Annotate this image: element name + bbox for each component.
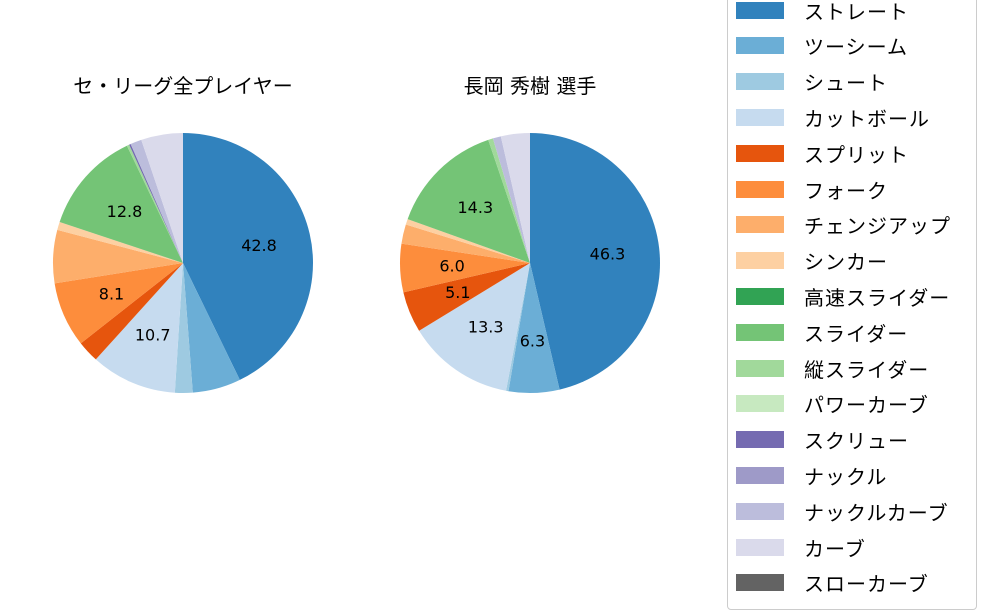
slice-value-label: 6.3 (520, 331, 545, 350)
legend-swatch (736, 108, 784, 126)
legend-item: カーブ (736, 535, 866, 561)
legend-label: スプリット (804, 142, 909, 167)
legend-item: チェンジアップ (736, 213, 951, 239)
pie-slice (53, 229, 183, 284)
pie-slice (492, 136, 530, 263)
legend-swatch (736, 502, 784, 520)
slice-value-label: 46.3 (590, 245, 626, 264)
slice-value-label: 12.8 (107, 202, 143, 221)
pie-slice (530, 133, 660, 390)
legend-swatch (736, 144, 784, 162)
slice-value-label: 13.3 (468, 318, 504, 337)
pie-slice (500, 133, 530, 263)
slice-value-label: 42.8 (241, 236, 277, 255)
slice-value-label: 5.1 (445, 283, 470, 302)
legend-label: カットボール (804, 106, 930, 131)
left-chart-title: セ・リーグ全プレイヤー (73, 74, 293, 98)
pie-slice (130, 139, 183, 263)
pie-slice (95, 263, 183, 393)
pie-slice (419, 263, 530, 391)
pie-slice (488, 138, 530, 263)
legend-label: シンカー (804, 250, 888, 275)
legend-swatch (736, 37, 784, 55)
pie-slice (405, 219, 530, 263)
pie-slice (80, 263, 183, 360)
legend-swatch (736, 359, 784, 377)
legend-item: 高速スライダー (736, 284, 951, 310)
pie-slice (174, 263, 193, 393)
legend-swatch (736, 216, 784, 234)
legend-label: ツーシーム (804, 35, 908, 60)
legend-swatch (736, 574, 784, 592)
pie-slice (401, 224, 530, 263)
pie-slice (54, 263, 183, 344)
legend-swatch (736, 395, 784, 413)
legend-item: カットボール (736, 105, 930, 131)
pie-slice (183, 133, 313, 380)
legend-item: ナックル (736, 463, 888, 489)
legend-label: チェンジアップ (804, 214, 951, 239)
legend-item: スクリュー (736, 428, 909, 454)
pie-slice (506, 263, 530, 392)
legend-swatch (736, 252, 784, 270)
slice-value-label: 8.1 (99, 285, 124, 304)
pie-slice (141, 133, 183, 263)
pie-slice (129, 144, 183, 263)
legend-item: ストレート (736, 0, 909, 24)
pie-slice (183, 263, 240, 393)
legend-item: スライダー (736, 320, 909, 346)
legend-swatch (736, 466, 784, 484)
legend-label: 縦スライダー (804, 357, 930, 382)
legend-swatch (736, 538, 784, 556)
legend-label: パワーカーブ (804, 393, 929, 418)
legend-label: カーブ (804, 536, 866, 561)
pie-slice (126, 144, 183, 263)
pie-slice (403, 263, 530, 331)
legend-item: 縦スライダー (736, 356, 930, 382)
legend-label: ストレート (804, 0, 909, 24)
legend-swatch (736, 1, 784, 19)
legend-item: スローカーブ (736, 571, 929, 597)
legend-item: フォーク (736, 177, 888, 203)
legend-swatch (736, 323, 784, 341)
legend-item: シンカー (736, 249, 888, 275)
legend-swatch (736, 431, 784, 449)
pie-slice (407, 139, 530, 263)
pie-slice (59, 145, 183, 263)
legend: ストレートツーシームシュートカットボール スプリットフォークチェンジアップ シンカー… (727, 0, 977, 610)
legend-label: ナックル (804, 464, 888, 489)
pie-slice (400, 243, 530, 293)
legend-label: ナックルカーブ (804, 500, 949, 525)
legend-label: 高速スライダー (804, 285, 951, 310)
pie-slice (57, 222, 183, 263)
legend-item: パワーカーブ (736, 392, 929, 418)
right-chart-title: 長岡 秀樹 選手 (463, 74, 597, 98)
slice-value-label: 6.0 (439, 257, 464, 276)
legend-label: スライダー (804, 321, 909, 346)
legend-item: スプリット (736, 141, 909, 167)
league-pie-chart: 42.8 10.7 8.1 12.8 (53, 133, 313, 393)
legend-label: スクリュー (804, 429, 909, 454)
slice-value-label: 10.7 (135, 325, 171, 344)
legend-item: ナックルカーブ (736, 499, 949, 525)
pie-slice (508, 263, 560, 394)
legend-label: フォーク (804, 178, 888, 203)
legend-label: シュート (804, 71, 888, 96)
legend-label: スローカーブ (804, 572, 929, 597)
legend-item: シュート (736, 70, 888, 96)
slice-value-label: 14.3 (458, 198, 494, 217)
legend-swatch (736, 73, 784, 91)
legend-item: ツーシーム (736, 34, 908, 60)
legend-swatch (736, 180, 784, 198)
player-pie-chart: 46.3 6.3 13.3 5.1 6.0 14.3 (400, 133, 660, 394)
legend-swatch (736, 287, 784, 305)
